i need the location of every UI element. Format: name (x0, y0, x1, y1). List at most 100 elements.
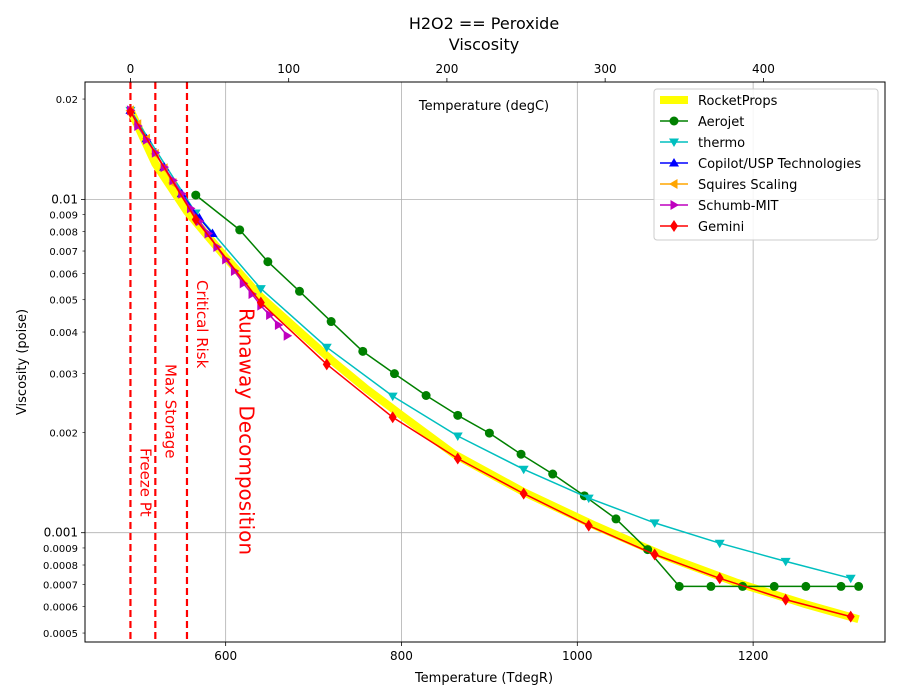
legend-label: Schumb-MIT (698, 199, 779, 214)
y-major-tick-label: 0.01 (51, 192, 78, 206)
axes: 600 800 1000 1200 0 100 200 300 400 0.001 0.01 0.00… (43, 62, 775, 663)
data-point (769, 581, 779, 591)
data-point (548, 469, 558, 479)
data-point (583, 494, 594, 504)
data-point (649, 519, 660, 528)
y-minor-tick-label: 0.0005 (43, 629, 78, 640)
legend-entry: thermo (660, 136, 745, 151)
y-minor-tick-label: 0.003 (49, 370, 78, 381)
x-tick-label: 600 (214, 649, 237, 663)
y-minor-tick-label: 0.0008 (43, 561, 78, 572)
data-point (358, 346, 368, 356)
data-point (519, 487, 528, 500)
y-minor-tick-label: 0.004 (49, 328, 78, 339)
y-minor-tick-label: 0.0009 (43, 544, 78, 555)
data-point (669, 179, 678, 189)
legend: RocketProps Aerojet thermo Copilot/USP Tech… (653, 88, 879, 241)
data-point (516, 449, 526, 459)
top-axis-label: Temperature (degC) (418, 99, 549, 114)
y-minor-tick-label: 0.009 (49, 211, 78, 222)
data-point (274, 319, 284, 330)
data-point (674, 581, 684, 591)
legend-label: thermo (698, 136, 745, 151)
y-minor-tick-label: 0.008 (49, 228, 78, 239)
y-minor-tick-label: 0.005 (49, 296, 78, 307)
y-axis-label: Viscosity (poise) (15, 309, 30, 415)
data-point (518, 465, 529, 475)
y-minor-tick-label: 0.0006 (43, 603, 78, 614)
legend-entry: Squires Scaling (660, 178, 797, 193)
data-point (321, 343, 332, 353)
data-point (388, 411, 397, 424)
data-point (452, 432, 463, 442)
data-point (204, 228, 214, 239)
data-point (248, 289, 258, 300)
series-line (195, 194, 859, 588)
limit-lines: Freeze Pt Max Storage Critical Risk Runaway… (129, 82, 259, 642)
data-point (255, 285, 266, 294)
series-line (129, 109, 851, 580)
data-point (421, 391, 431, 401)
data-point (256, 296, 265, 309)
chart-title-line1: H2O2 == Peroxide (409, 14, 559, 33)
limit-label: Freeze Pt (136, 448, 154, 517)
data-point (714, 539, 725, 549)
data-point (126, 105, 135, 118)
x-tick-label: 800 (390, 649, 413, 663)
y-minor-tick-label: 0.002 (49, 428, 78, 439)
data-point (239, 278, 249, 289)
data-point (611, 514, 621, 524)
x-tick-label: 1000 (562, 649, 593, 663)
legend-entry: RocketProps (660, 94, 778, 109)
data-point (295, 286, 305, 296)
data-point (670, 220, 678, 232)
limit-label: Critical Risk (193, 280, 211, 369)
data-point (235, 225, 245, 235)
data-point (266, 309, 275, 320)
y-minor-tick-label: 0.02 (56, 95, 78, 106)
data-point (781, 593, 790, 606)
data-point (650, 548, 659, 561)
top-tick-label: 300 (594, 62, 617, 76)
legend-entry: Schumb-MIT (660, 199, 779, 214)
y-minor-tick-label: 0.006 (49, 269, 78, 280)
data-point (283, 330, 293, 341)
data-point (801, 581, 811, 591)
data-point (389, 369, 399, 379)
data-point (669, 116, 679, 126)
data-point (584, 519, 593, 532)
data-point (780, 557, 791, 567)
series-gemini (126, 105, 855, 623)
x-tick-label: 1200 (738, 649, 769, 663)
x-axis-label: Temperature (TdegR) (414, 671, 553, 686)
limit-label: Runaway Decomposition (235, 308, 259, 555)
data-point (836, 581, 846, 591)
legend-label: Aerojet (698, 115, 744, 130)
y-minor-tick-label: 0.0007 (43, 580, 78, 591)
plot-series (125, 105, 864, 624)
data-point (453, 410, 463, 420)
top-tick-label: 400 (752, 62, 775, 76)
data-point (169, 175, 178, 186)
chart-title-line2: Viscosity (449, 35, 519, 54)
data-point (484, 428, 494, 438)
data-point (846, 610, 855, 623)
data-point (706, 581, 716, 591)
data-point (191, 213, 200, 226)
legend-label: Gemini (698, 220, 744, 235)
plot-frame (84, 81, 886, 643)
data-point (326, 317, 336, 327)
data-point (845, 574, 856, 584)
legend-entry: Aerojet (660, 115, 744, 130)
data-point (178, 188, 187, 199)
data-point (263, 257, 273, 267)
data-point (453, 452, 462, 465)
data-point (186, 203, 196, 214)
top-tick-label: 100 (277, 62, 300, 76)
y-major-tick-label: 0.001 (44, 526, 78, 540)
legend-box (653, 88, 879, 241)
legend-label: Squires Scaling (698, 178, 797, 193)
legend-entry: Gemini (660, 220, 744, 235)
data-point (322, 358, 331, 371)
